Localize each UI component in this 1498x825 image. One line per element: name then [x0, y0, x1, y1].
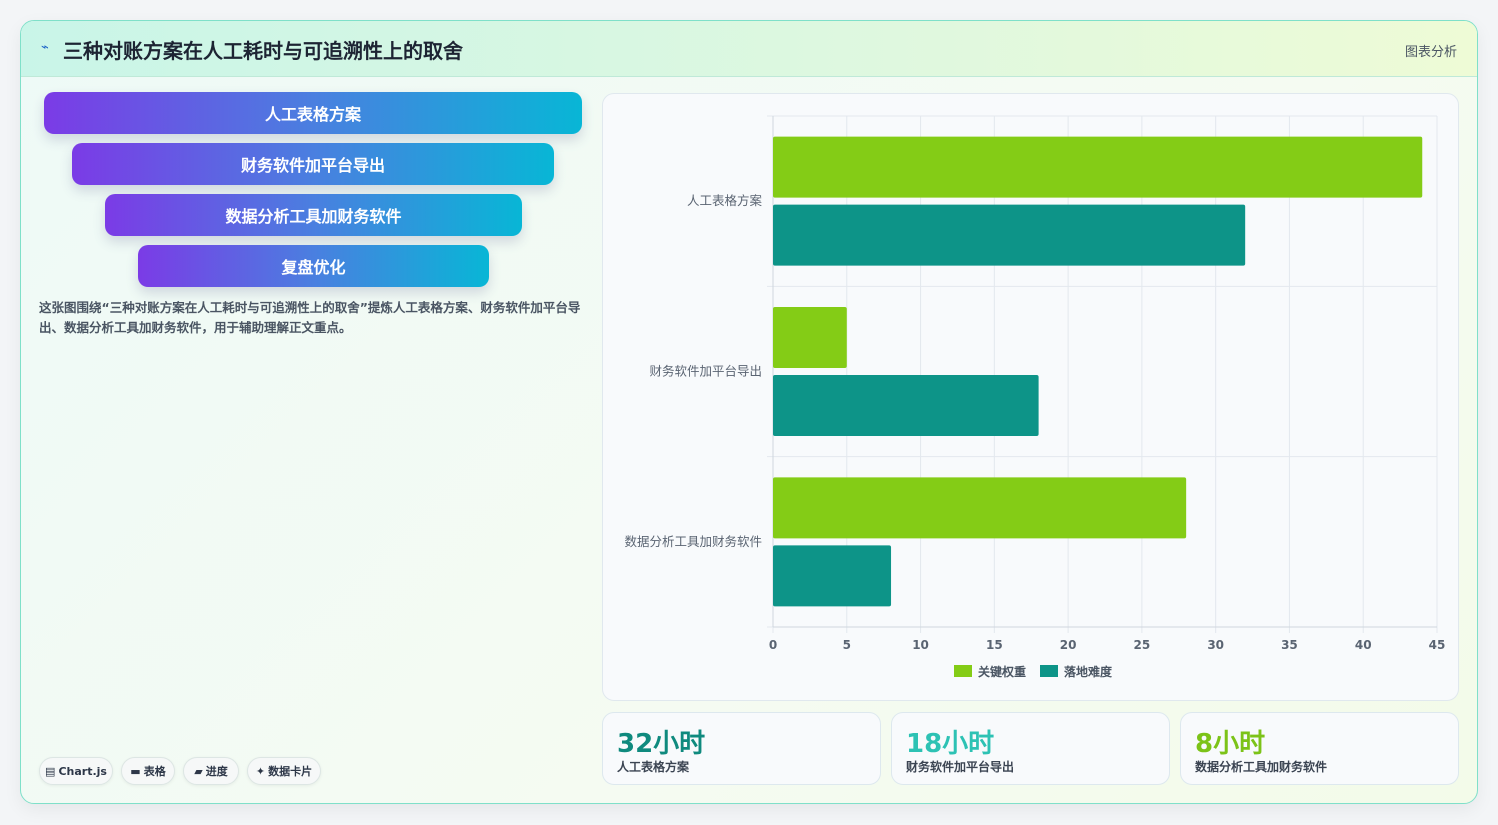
header: ⌁ 三种对账方案在人工耗时与可追溯性上的取舍 图表分析: [21, 21, 1477, 77]
y-tick-label: 财务软件加平台导出: [649, 364, 762, 379]
table-icon: ▬: [130, 764, 141, 778]
chart-panel: 人工表格方案财务软件加平台导出数据分析工具加财务软件 0 5 10 15 20 25 30 35…: [602, 93, 1459, 701]
x-tick-label: 30: [1207, 638, 1224, 652]
chip-table[interactable]: ▬ 表格: [121, 757, 175, 785]
kpi-value: 18小时: [906, 729, 995, 759]
kpi-value: 8小时: [1195, 729, 1266, 759]
legend-label: 落地难度: [1064, 664, 1113, 679]
funnel-step-3: 数据分析工具加财务软件: [105, 194, 522, 236]
x-tick-label: 25: [1134, 638, 1151, 652]
bar: [773, 477, 1187, 539]
chart-description: 这张图围绕“三种对账方案在人工耗时与可追溯性上的取舍”提炼人工表格方案、财务软件…: [39, 300, 581, 335]
kpi-card-1: 32小时 人工表格方案: [602, 712, 881, 785]
progress-icon: ▰: [194, 764, 203, 778]
x-tick-label: 10: [912, 638, 929, 652]
kpi-card-3: 8小时 数据分析工具加财务软件: [1180, 712, 1459, 785]
x-tick-label: 45: [1429, 638, 1446, 652]
x-tick-label: 40: [1355, 638, 1372, 652]
chart-line-icon: ⌁: [41, 40, 49, 55]
chip-progress[interactable]: ▰ 进度: [183, 757, 239, 785]
bar: [773, 204, 1246, 266]
kpi-label: 财务软件加平台导出: [906, 760, 1015, 774]
x-tick-label: 5: [843, 638, 851, 652]
grid-icon: ▤: [45, 764, 56, 778]
chip-label: Chart.js: [58, 764, 107, 778]
kpi-label: 人工表格方案: [617, 760, 690, 774]
chip-label: 表格: [143, 765, 166, 778]
funnel-step-4: 复盘优化: [138, 245, 489, 287]
x-tick-label: 35: [1281, 638, 1298, 652]
x-tick-label: 15: [986, 638, 1003, 652]
legend-swatch: [1040, 665, 1058, 677]
legend-swatch: [954, 665, 972, 677]
funnel-step-1: 人工表格方案: [44, 92, 582, 134]
chip-label: 进度: [205, 765, 228, 778]
header-tag: 图表分析: [1404, 45, 1457, 60]
main-card: ⌁ 三种对账方案在人工耗时与可追溯性上的取舍 图表分析 人工表格方案 财务软件加…: [20, 20, 1478, 804]
chip-data-card[interactable]: ✦ 数据卡片: [247, 757, 321, 785]
bar: [773, 375, 1039, 436]
chip-label: 数据卡片: [268, 765, 313, 778]
y-tick-label: 数据分析工具加财务软件: [624, 534, 762, 549]
kpi-value: 32小时: [617, 729, 706, 759]
x-tick-label: 0: [769, 638, 777, 652]
funnel-step-2: 财务软件加平台导出: [72, 143, 554, 185]
bar: [773, 136, 1423, 198]
page-title: 三种对账方案在人工耗时与可追溯性上的取舍: [63, 39, 463, 63]
chip-chartjs[interactable]: ▤ Chart.js: [39, 757, 113, 785]
legend-label: 关键权重: [978, 664, 1026, 679]
bar: [773, 545, 892, 607]
kpi-card-2: 18小时 财务软件加平台导出: [891, 712, 1170, 785]
kpi-label: 数据分析工具加财务软件: [1195, 760, 1328, 774]
y-tick-label: 人工表格方案: [687, 193, 763, 208]
bar: [773, 307, 847, 368]
x-tick-label: 20: [1060, 638, 1077, 652]
sparkle-icon: ✦: [255, 764, 266, 778]
